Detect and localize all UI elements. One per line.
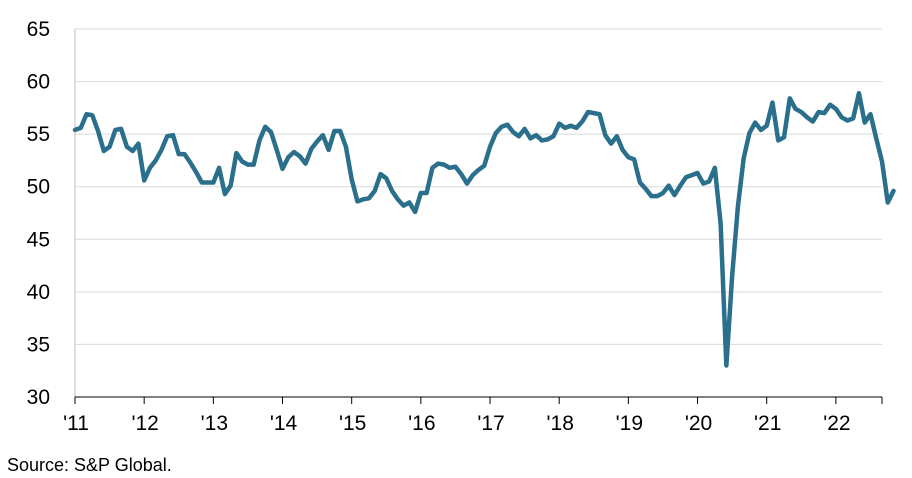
- x-tick-label: '16: [408, 412, 435, 435]
- x-axis-tick-labels: '11 '12 '13 '14 '15 '16 '17 '18 '19 '20 '21 '22: [63, 412, 850, 435]
- x-tick-label: '20: [685, 412, 712, 435]
- x-tick-label: '18: [547, 412, 574, 435]
- y-axis-tick-labels: 30 35 40 45 50 55 60 65: [27, 18, 50, 409]
- x-tick-label: '11: [63, 412, 89, 435]
- x-tick-label: '14: [270, 412, 298, 435]
- x-tick-label: '15: [339, 412, 366, 435]
- series-line: [72, 90, 896, 368]
- x-tick-label: '13: [201, 412, 228, 435]
- x-tick-label: '22: [823, 412, 850, 435]
- x-tick-label: '21: [754, 412, 781, 435]
- y-tick-label: 35: [27, 333, 50, 356]
- x-tick-label: '19: [616, 412, 643, 435]
- y-tick-label: 45: [27, 228, 50, 251]
- y-tick-label: 65: [27, 18, 50, 41]
- x-tick-label: '12: [131, 412, 158, 435]
- source-note: Source: S&P Global.: [7, 455, 172, 475]
- y-tick-label: 30: [27, 386, 50, 409]
- y-tick-label: 50: [27, 176, 50, 199]
- y-tick-label: 60: [27, 71, 50, 94]
- gridlines: [75, 28, 882, 345]
- x-tick-label: '17: [477, 412, 504, 435]
- y-tick-label: 40: [27, 281, 50, 304]
- x-axis-ticks: [74, 397, 883, 404]
- y-tick-label: 55: [27, 123, 50, 146]
